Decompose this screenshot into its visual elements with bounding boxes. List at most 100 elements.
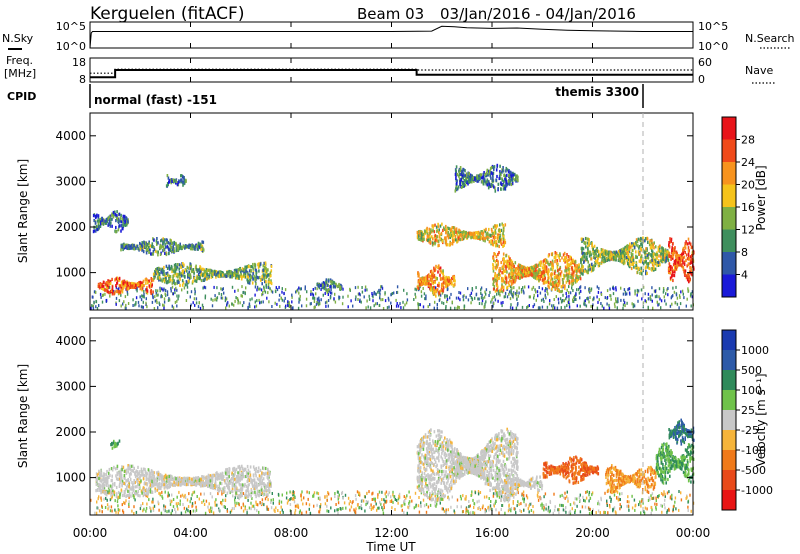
freq-label-2: [MHz] xyxy=(4,67,36,80)
heat-cell xyxy=(179,277,181,281)
heat-cell xyxy=(549,282,552,286)
heat-cell xyxy=(202,248,205,252)
heat-cell xyxy=(480,286,483,290)
heat-cell xyxy=(464,497,466,501)
heat-cell xyxy=(579,277,582,281)
heat-cell xyxy=(680,290,682,294)
heat-cell xyxy=(239,268,242,272)
heat-cell xyxy=(194,292,196,296)
heat-cell xyxy=(441,239,444,243)
heat-cell xyxy=(100,295,102,299)
heat-cell xyxy=(588,251,590,255)
heat-cell xyxy=(659,254,662,258)
heat-cell xyxy=(606,302,608,306)
heat-cell xyxy=(647,256,650,260)
heat-cell xyxy=(434,223,436,227)
heat-cell xyxy=(651,492,654,496)
heat-cell xyxy=(174,271,176,275)
heat-cell xyxy=(257,276,259,280)
heat-cell xyxy=(342,295,344,299)
heat-cell xyxy=(624,290,627,294)
heat-cell xyxy=(477,235,479,239)
heat-cell xyxy=(174,179,176,183)
heat-cell xyxy=(496,288,498,292)
heat-cell xyxy=(243,301,245,305)
heat-cell xyxy=(119,224,121,228)
heat-cell xyxy=(226,271,228,275)
heat-cell xyxy=(97,225,100,229)
heat-cell xyxy=(206,277,208,281)
heat-cell xyxy=(167,176,170,180)
heat-cell xyxy=(669,304,672,308)
nsky-tick-top: 10^5 xyxy=(56,20,86,33)
heat-cell xyxy=(629,245,632,249)
heat-cell xyxy=(586,241,589,245)
heat-cell xyxy=(267,286,269,289)
heat-cell xyxy=(561,300,563,304)
heat-cell xyxy=(590,304,592,308)
heat-cell xyxy=(146,291,149,295)
heat-cell xyxy=(512,493,514,497)
heat-cell xyxy=(255,282,257,286)
heat-cell xyxy=(501,182,503,187)
heat-cell xyxy=(492,296,494,300)
heat-cell xyxy=(190,268,193,272)
heat-cell xyxy=(592,251,595,256)
heat-cell xyxy=(674,246,676,250)
heat-cell xyxy=(533,296,535,300)
heat-cell xyxy=(598,286,600,290)
heat-cell xyxy=(428,240,430,244)
heat-cell xyxy=(566,253,568,257)
heat-cell xyxy=(164,251,166,255)
heat-cell xyxy=(417,230,420,234)
heat-cell xyxy=(233,303,235,307)
heat-cell xyxy=(253,507,256,511)
heat-cell xyxy=(506,265,508,269)
heat-cell xyxy=(464,174,467,178)
heat-cell xyxy=(170,245,173,249)
heat-cell xyxy=(682,251,684,256)
heat-cell xyxy=(191,281,194,285)
heat-cell xyxy=(480,288,482,292)
heat-cell xyxy=(497,272,500,276)
heat-cell xyxy=(327,293,329,296)
y-tick-label: 2000 xyxy=(55,220,86,234)
heat-cell xyxy=(281,290,283,294)
heat-cell xyxy=(420,283,422,287)
heat-cell xyxy=(151,293,154,297)
heat-cell xyxy=(647,240,649,244)
heat-cell xyxy=(116,214,118,218)
heat-cell xyxy=(141,281,143,285)
heat-cell xyxy=(446,300,448,304)
heat-cell xyxy=(95,227,98,231)
heat-cell xyxy=(195,264,197,268)
heat-cell xyxy=(177,263,179,267)
heat-cell xyxy=(455,168,457,172)
heat-cell xyxy=(594,249,596,253)
heat-cell xyxy=(500,241,502,245)
heat-cell xyxy=(536,265,538,269)
heat-cell xyxy=(317,301,319,305)
heat-cell xyxy=(289,503,292,506)
heat-cell xyxy=(97,214,100,218)
heat-cell xyxy=(382,298,384,302)
heat-cell xyxy=(169,244,172,248)
freq-tick-top: 18 xyxy=(72,56,86,69)
heat-cell xyxy=(113,213,115,217)
heat-cell xyxy=(181,283,184,287)
heat-cell xyxy=(488,240,491,244)
heat-cell xyxy=(177,181,180,185)
heat-cell xyxy=(665,302,667,306)
heat-cell xyxy=(650,298,652,302)
heat-cell xyxy=(493,165,496,169)
heat-cell xyxy=(563,251,566,255)
heat-cell xyxy=(172,306,175,310)
heat-cell xyxy=(483,179,486,183)
heat-cell xyxy=(135,302,137,306)
heat-cell xyxy=(661,504,663,508)
heat-cell xyxy=(117,504,119,508)
heat-cell xyxy=(634,266,637,270)
heat-cell xyxy=(533,271,535,275)
heat-cell xyxy=(628,259,631,263)
